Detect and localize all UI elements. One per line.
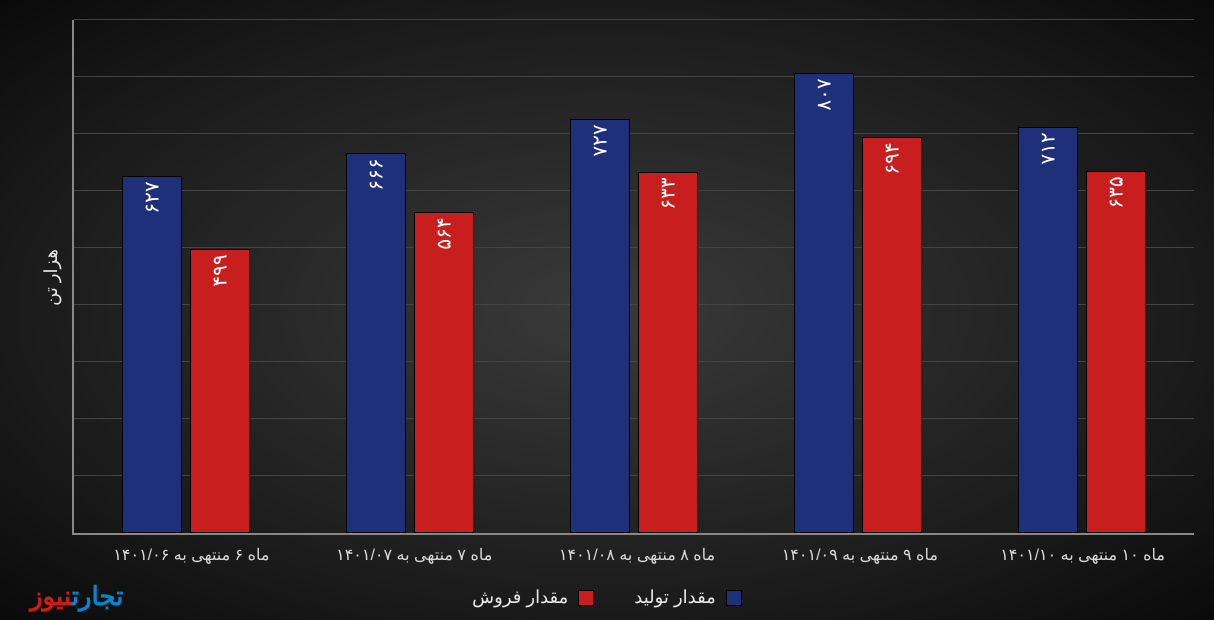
bar-sales: ۶۹۴ <box>862 137 922 533</box>
x-axis-label: ماه ۸ منتهی به ۱۴۰۱/۰۸ <box>526 545 749 565</box>
chart-container: هزار تن ۶۲۷ ۴۹۹ ۶۶۶ ۵۶۴ ۷۲۷ ۶۳۳ ۸۰۷ ۶۹۴ ۷۱۲ ۶۳۵ <box>30 20 1194 535</box>
bar-group: ۸۰۷ ۶۹۴ <box>746 20 970 533</box>
bar-group: ۷۲۷ ۶۳۳ <box>522 20 746 533</box>
bar-production: ۶۶۶ <box>346 153 406 533</box>
legend-item-production: مقدار تولید <box>634 587 742 608</box>
bars-area: ۶۲۷ ۴۹۹ ۶۶۶ ۵۶۴ ۷۲۷ ۶۳۳ ۸۰۷ ۶۹۴ ۷۱۲ ۶۳۵ <box>74 20 1194 533</box>
bar-value-label: ۶۲۷ <box>140 181 165 213</box>
bar-value-label: ۷۱۲ <box>1036 133 1061 165</box>
legend: مقدار تولید مقدار فروش <box>0 587 1214 608</box>
x-axis-label: ماه ۷ منتهی به ۱۴۰۱/۰۷ <box>303 545 526 565</box>
x-axis-label: ماه ۱۰ منتهی به ۱۴۰۱/۱۰ <box>971 545 1194 565</box>
x-axis-label: ماه ۹ منتهی به ۱۴۰۱/۰۹ <box>748 545 971 565</box>
y-axis-label: هزار تن <box>30 249 72 306</box>
bar-sales: ۵۶۴ <box>414 212 474 533</box>
x-axis: ماه ۶ منتهی به ۱۴۰۱/۰۶ماه ۷ منتهی به ۱۴۰… <box>80 545 1194 565</box>
bar-production: ۷۲۷ <box>570 119 630 533</box>
bar-production: ۷۱۲ <box>1018 127 1078 533</box>
bar-group: ۶۲۷ ۴۹۹ <box>74 20 298 533</box>
logo-word2: نیوز <box>30 581 72 611</box>
legend-label-production: مقدار تولید <box>634 587 716 608</box>
bar-sales: ۶۳۳ <box>638 172 698 533</box>
bar-value-label: ۶۳۳ <box>656 178 681 210</box>
swatch-sales <box>578 590 594 606</box>
logo: تجارتنیوز <box>30 581 123 612</box>
bar-sales: ۴۹۹ <box>190 249 250 533</box>
bar-value-label: ۸۰۷ <box>812 78 837 110</box>
bar-group: ۷۱۲ ۶۳۵ <box>970 20 1194 533</box>
logo-word1: تجارت <box>72 581 124 611</box>
plot-area: ۶۲۷ ۴۹۹ ۶۶۶ ۵۶۴ ۷۲۷ ۶۳۳ ۸۰۷ ۶۹۴ ۷۱۲ ۶۳۵ <box>72 20 1194 535</box>
bar-value-label: ۶۶۶ <box>364 159 389 191</box>
bar-production: ۸۰۷ <box>794 73 854 533</box>
legend-label-sales: مقدار فروش <box>472 587 568 608</box>
bar-value-label: ۶۳۵ <box>1104 176 1129 208</box>
x-axis-label: ماه ۶ منتهی به ۱۴۰۱/۰۶ <box>80 545 303 565</box>
swatch-production <box>726 590 742 606</box>
bar-value-label: ۴۹۹ <box>208 254 233 286</box>
bar-value-label: ۶۹۴ <box>880 143 905 175</box>
bar-value-label: ۵۶۴ <box>432 217 457 249</box>
legend-item-sales: مقدار فروش <box>472 587 594 608</box>
bar-sales: ۶۳۵ <box>1086 171 1146 533</box>
bar-production: ۶۲۷ <box>122 176 182 533</box>
bar-value-label: ۷۲۷ <box>588 124 613 156</box>
bar-group: ۶۶۶ ۵۶۴ <box>298 20 522 533</box>
